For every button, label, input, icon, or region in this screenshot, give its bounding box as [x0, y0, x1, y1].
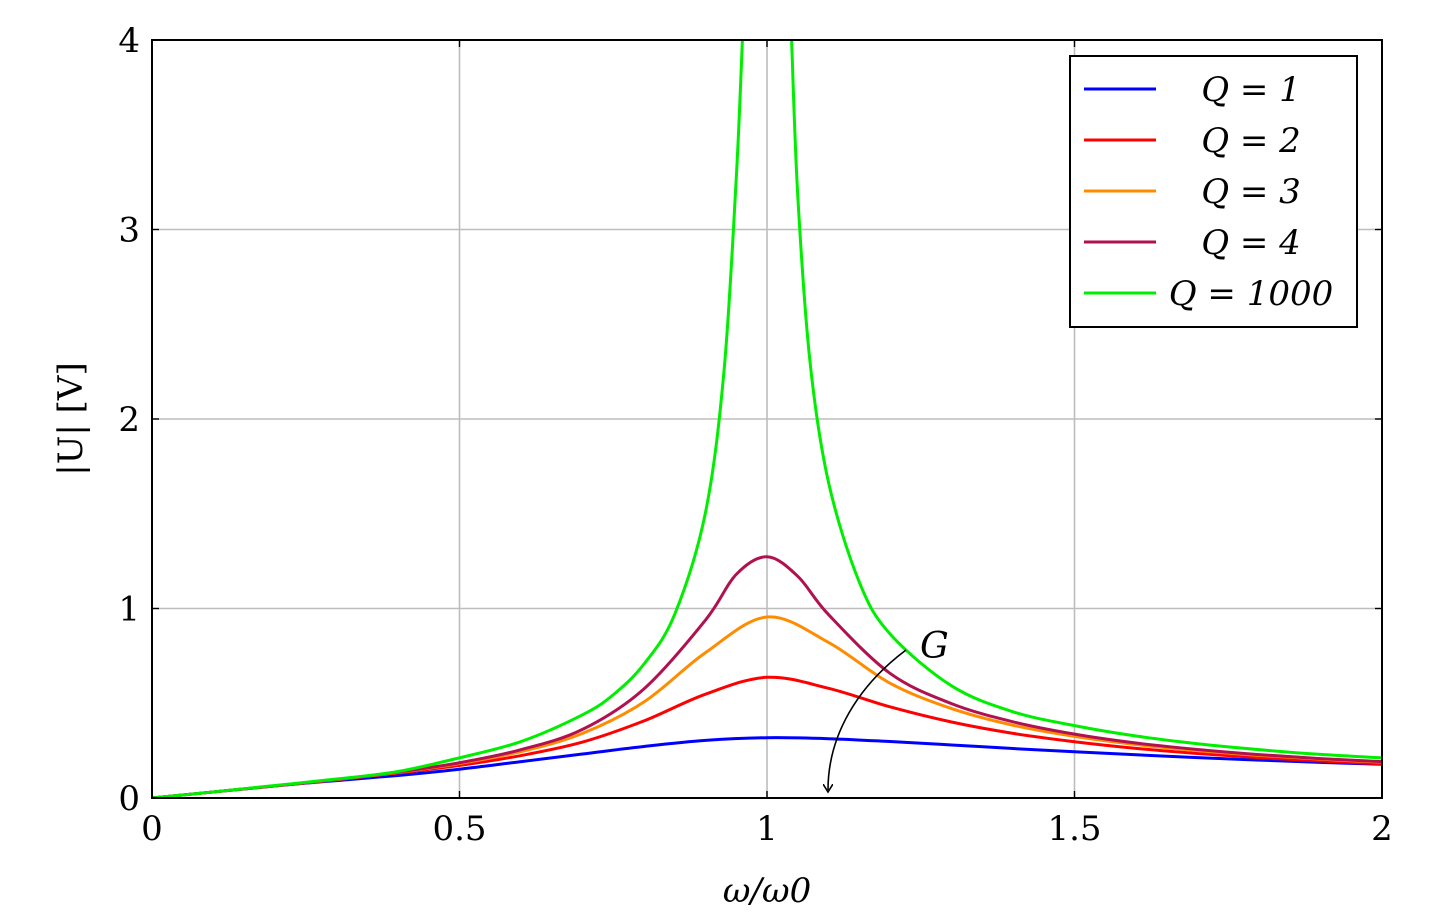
- tick-labels: 0 0.5 1 1.5 2 0 1 2 3 4: [118, 21, 1392, 849]
- y-axis-label: |U| [V]: [51, 362, 91, 475]
- series-line-q1000-right: [790, 40, 1382, 760]
- plot-lines: [152, 40, 1382, 798]
- x-tick-label: 0.5: [432, 809, 486, 849]
- series-line-q1000-left: [152, 40, 744, 798]
- legend: Q = 1 Q = 2 Q = 3 Q = 4 Q = 1000: [1069, 55, 1358, 328]
- axis-ticks: [151, 39, 1383, 799]
- legend-label: Q = 1000: [1169, 274, 1334, 314]
- y-tick-label: 3: [118, 211, 140, 251]
- x-tick-label: 1: [756, 809, 778, 849]
- y-tick-label: 4: [118, 21, 140, 61]
- legend-label: Q = 4: [1201, 223, 1301, 263]
- x-tick-label: 2: [1371, 809, 1393, 849]
- annotation-g: G: [828, 626, 949, 790]
- legend-label: Q = 3: [1201, 172, 1301, 212]
- x-tick-label: 0: [141, 809, 163, 849]
- y-tick-label: 0: [118, 779, 140, 819]
- legend-label: Q = 1: [1201, 70, 1301, 110]
- x-tick-label: 1.5: [1047, 809, 1101, 849]
- legend-label: Q = 2: [1201, 121, 1301, 161]
- annotation-label: G: [920, 626, 949, 667]
- annotation-arrow: [828, 649, 907, 790]
- y-tick-label: 2: [118, 400, 140, 440]
- x-axis-label: ω/ω0: [723, 871, 812, 911]
- y-tick-label: 1: [118, 590, 140, 630]
